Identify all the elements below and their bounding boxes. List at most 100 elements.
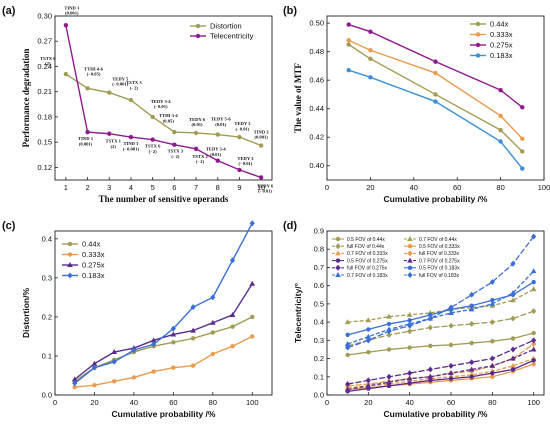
legend-label: 0.333x: [82, 250, 105, 259]
data-point: [345, 332, 350, 338]
series-line: [347, 348, 534, 391]
point-annotation: TSTX 2 (- 2): [192, 154, 208, 164]
annotation-line: (0.001): [65, 10, 79, 15]
data-point-0.333x: [190, 363, 196, 368]
data-point-0.275x: [498, 87, 503, 93]
data-point-0.183x: [72, 380, 78, 387]
data-point: [386, 313, 392, 319]
x-tick-label: 4: [129, 183, 133, 192]
legend-marker: [475, 32, 481, 37]
data-point-telecentricity: [193, 146, 199, 152]
data-point: [366, 349, 371, 355]
data-point: [448, 342, 454, 348]
data-point: [448, 310, 454, 315]
annotation-line: (0.001): [79, 141, 93, 146]
data-point: [510, 315, 516, 322]
data-point-0.183x: [210, 294, 216, 301]
y-tick-label: 0.18: [37, 112, 52, 121]
data-point: [345, 344, 351, 351]
legend-marker: [407, 257, 413, 263]
data-point: [407, 318, 412, 323]
legend-label: 0.275x: [490, 41, 513, 50]
data-point: [406, 311, 413, 317]
data-point-telecentricity: [172, 142, 177, 147]
data-point-0.333x: [230, 343, 235, 349]
data-point: [531, 361, 536, 367]
data-point: [386, 379, 392, 385]
legend-marker: [335, 236, 341, 242]
data-point-0.44x: [190, 336, 196, 341]
y-tick-label: 0.46: [309, 76, 324, 85]
y-tick-label: 0.42: [309, 133, 324, 142]
data-point: [365, 382, 372, 388]
x-axis-label: Cumulative probability /%: [112, 409, 216, 419]
data-point: [531, 358, 536, 363]
data-point-0.275x: [249, 280, 256, 286]
data-point: [344, 340, 351, 346]
point-annotation: TTHI 4-6 (- 0.05): [84, 66, 103, 76]
legend-label: full FOV of 0.333x: [419, 251, 460, 257]
data-point: [427, 324, 433, 331]
chart-c: 0 20 40 60 80 100 0.0 0.1 0.2 0.3 0.4 Cumulative pr…: [21, 220, 273, 419]
annotation-line: (- 0.01): [258, 189, 272, 194]
data-point: [489, 300, 496, 306]
data-point-distortion: [107, 90, 112, 95]
data-point-distortion: [258, 143, 264, 148]
legend-label: 0.7 FOV of 0.44x: [419, 237, 457, 243]
series-line: [347, 310, 534, 347]
x-tick-label: 100: [527, 398, 540, 407]
data-point-0.333x: [210, 351, 216, 357]
data-point: [531, 337, 537, 344]
data-point-0.183x: [498, 139, 503, 144]
legend-marker: [335, 250, 341, 256]
plot-frame: [54, 230, 273, 396]
y-tick-label: 0.4: [314, 318, 324, 327]
point-annotation: TEDY 3-4 (- 0.01): [151, 99, 172, 109]
series-line: [347, 281, 535, 336]
data-point: [510, 297, 516, 303]
data-point: [428, 343, 433, 348]
x-tick-label: 40: [130, 398, 138, 407]
data-point-0.333x: [111, 379, 117, 384]
annotation-line: TEDY 3-4: [206, 147, 227, 152]
panel-label-d: (d): [283, 220, 297, 232]
x-tick-label: 20: [364, 398, 372, 407]
series-line-0.275x: [74, 283, 253, 380]
series-line-telecentricity: [65, 25, 262, 179]
data-point-0.44x: [210, 330, 216, 335]
y-axis-label: Performance degradation: [21, 49, 31, 148]
legend-label: Distortion: [210, 22, 242, 31]
series-line: [347, 357, 534, 389]
legend-marker: [67, 241, 73, 247]
x-tick-label: 2: [85, 183, 89, 192]
legend-marker: [475, 53, 481, 58]
x-tick-label: 6: [172, 183, 176, 192]
y-tick-label: 0.5: [314, 299, 324, 308]
data-point: [344, 386, 351, 392]
data-point-0.183x: [170, 325, 176, 332]
x-tick-label: 80: [488, 398, 496, 407]
point-annotation: TSTX 3 (- 2): [126, 80, 142, 90]
data-point: [365, 377, 371, 384]
annotation-line: (0.01): [191, 122, 203, 127]
data-point: [468, 306, 475, 312]
data-point-0.183x: [346, 67, 351, 73]
data-point-distortion: [172, 129, 177, 135]
legend-marker: [407, 244, 413, 249]
data-point-0.333x: [171, 365, 176, 370]
data-point: [489, 355, 495, 362]
y-tick-label: 0.48: [309, 47, 324, 56]
data-point: [489, 279, 495, 286]
data-point-0.44x: [498, 127, 503, 133]
y-tick-label: 0.7: [314, 263, 324, 272]
data-point-0.333x: [131, 375, 137, 380]
data-point: [490, 298, 495, 303]
legend-label: 0.7 FOV of 0.333x: [347, 251, 388, 257]
annotation-line: (- 2): [130, 85, 139, 90]
data-point: [469, 374, 474, 379]
data-point: [406, 375, 413, 381]
data-point: [531, 308, 537, 315]
annotation-line: TEDY 3: [237, 156, 254, 161]
annotation-line: TSTX 3: [168, 149, 184, 154]
